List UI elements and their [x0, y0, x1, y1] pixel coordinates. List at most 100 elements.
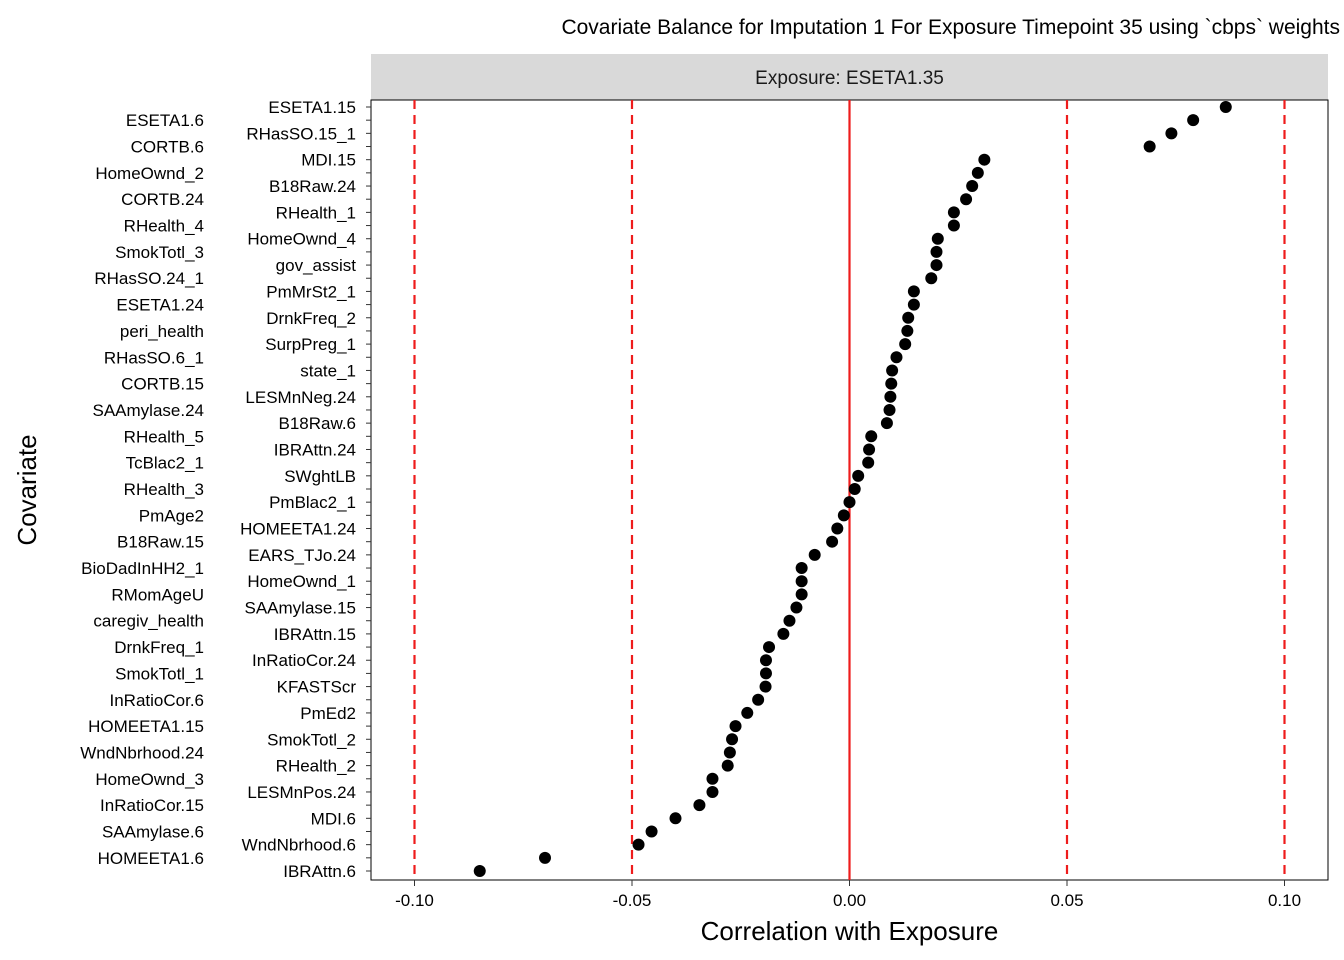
- y-tick-label: SAAmylase.15: [245, 599, 357, 618]
- data-point: [783, 614, 796, 627]
- y-axis-labels: ESETA1.15 ESETA1.6 RHasSO.15_1 CORTB.6 MDI.1…: [80, 98, 356, 881]
- data-point: [790, 601, 803, 614]
- y-tick-label: RHealth_4: [124, 217, 204, 236]
- x-tick-label: 0.00: [833, 891, 866, 910]
- y-tick-label: RHasSO.6_1: [104, 348, 204, 367]
- data-point: [902, 311, 915, 324]
- y-tick-label: BioDadInHH2_1: [81, 559, 204, 578]
- y-tick-label: CORTB.24: [121, 190, 204, 209]
- data-point: [837, 509, 850, 522]
- y-tick-label: KFASTScr: [277, 678, 357, 697]
- data-point: [960, 193, 973, 206]
- data-point: [1143, 140, 1156, 153]
- y-tick-label: RHealth_2: [276, 757, 356, 776]
- y-tick-label: HomeOwnd_1: [247, 572, 356, 591]
- y-tick-label: PmEd2: [300, 704, 356, 723]
- y-tick-label: B18Raw.15: [117, 533, 204, 552]
- y-tick-label: HomeOwnd_3: [95, 770, 204, 789]
- data-point: [947, 219, 960, 232]
- data-point: [795, 575, 808, 588]
- y-axis-ticks: [366, 106, 371, 872]
- data-point: [880, 417, 893, 430]
- y-tick-label: IBRAttn.15: [274, 625, 356, 644]
- data-point: [886, 364, 899, 377]
- y-tick-label: PmMrSt2_1: [266, 282, 356, 301]
- y-tick-label: IBRAttn.6: [283, 862, 356, 881]
- data-point: [1219, 101, 1232, 113]
- x-tick-label: 0.05: [1050, 891, 1083, 910]
- x-tick-label: 0.10: [1268, 891, 1301, 910]
- data-point: [741, 706, 754, 719]
- data-point: [930, 259, 943, 272]
- data-point: [645, 825, 658, 838]
- y-tick-label: RHealth_5: [124, 427, 204, 446]
- data-point: [966, 180, 979, 193]
- y-tick-label: MDI.15: [301, 151, 356, 170]
- y-tick-label: RHasSO.24_1: [94, 269, 204, 288]
- y-tick-label: SurpPreg_1: [265, 335, 356, 354]
- y-tick-label: PmBlac2_1: [269, 493, 356, 512]
- data-point: [931, 232, 944, 245]
- data-point: [848, 483, 861, 495]
- data-point: [539, 851, 551, 864]
- y-tick-label: RHealth_3: [124, 480, 204, 499]
- reference-lines: [413, 100, 1286, 880]
- data-point: [899, 338, 912, 351]
- data-point: [826, 535, 839, 548]
- data-point: [885, 377, 898, 390]
- x-tick-label: -0.05: [613, 891, 652, 910]
- y-tick-label: SAAmylase.24: [93, 401, 205, 420]
- y-tick-label: SWghtLB: [284, 467, 356, 486]
- y-tick-label: RHasSO.15_1: [246, 124, 356, 143]
- data-point: [795, 562, 808, 575]
- data-point: [901, 324, 914, 337]
- y-tick-label: DrnkFreq_2: [266, 309, 356, 328]
- y-tick-label: SmokTotl_2: [267, 730, 356, 749]
- x-axis-ticks: -0.10 -0.05 0.00 0.05 0.10: [395, 880, 1301, 910]
- y-tick-label: B18Raw.24: [269, 177, 356, 196]
- y-tick-label: SAAmylase.6: [102, 822, 204, 841]
- data-point: [852, 469, 865, 482]
- y-tick-label: InRatioCor.6: [110, 691, 205, 710]
- y-tick-label: CORTB.15: [121, 375, 204, 394]
- facet-strip: [371, 54, 1328, 100]
- data-point: [723, 746, 736, 759]
- y-tick-label: WndNbrhood.6: [242, 836, 356, 855]
- y-tick-label: DrnkFreq_1: [114, 638, 204, 657]
- y-tick-label: HOMEETA1.15: [88, 717, 204, 736]
- y-tick-label: InRatioCor.24: [252, 651, 356, 670]
- facet-label: Exposure: ESETA1.35: [755, 68, 944, 89]
- data-point: [752, 693, 765, 706]
- data-point: [693, 799, 706, 812]
- y-tick-label: TcBlac2_1: [126, 454, 204, 473]
- data-point: [907, 298, 920, 311]
- data-point: [777, 627, 790, 640]
- y-tick-label: InRatioCor.15: [100, 796, 204, 815]
- data-point: [1187, 114, 1200, 127]
- data-point: [930, 245, 943, 258]
- data-points: [473, 101, 1232, 877]
- data-point: [759, 667, 772, 680]
- data-point: [843, 496, 856, 509]
- data-point: [1165, 127, 1178, 140]
- data-point: [907, 285, 920, 298]
- y-tick-label: HOMEETA1.6: [98, 849, 204, 868]
- data-point: [721, 759, 734, 772]
- data-point: [706, 785, 719, 798]
- y-tick-label: B18Raw.6: [279, 414, 357, 433]
- y-tick-label: peri_health: [120, 322, 204, 341]
- data-point: [706, 772, 719, 785]
- y-tick-label: IBRAttn.24: [274, 440, 356, 459]
- y-tick-label: RMomAgeU: [111, 585, 204, 604]
- data-point: [763, 641, 776, 654]
- chart-title: Covariate Balance for Imputation 1 For E…: [561, 16, 1340, 39]
- y-tick-label: CORTB.6: [131, 138, 204, 157]
- data-point: [669, 812, 682, 825]
- y-tick-label: caregiv_health: [93, 612, 204, 631]
- data-point: [759, 654, 772, 667]
- y-tick-label: SmokTotl_3: [115, 243, 204, 262]
- data-point: [863, 443, 876, 456]
- y-tick-label: SmokTotl_1: [115, 664, 204, 683]
- data-point: [890, 351, 903, 364]
- data-point: [808, 548, 821, 561]
